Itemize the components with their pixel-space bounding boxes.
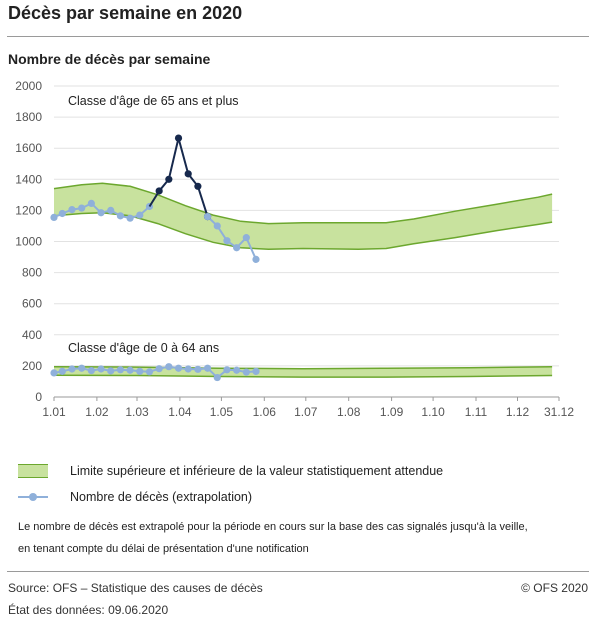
chart-title: Décès par semaine en 2020	[8, 3, 243, 23]
deaths-0-64-point	[107, 367, 115, 375]
deaths-65plus-excess-point	[165, 175, 173, 183]
deaths-65plus-post-point	[252, 255, 260, 263]
deaths-65plus-boundary-point	[203, 213, 212, 221]
y-tick-label: 1800	[15, 110, 42, 124]
y-tick-label: 1200	[15, 203, 42, 217]
x-tick-label: 1.05	[210, 405, 234, 419]
panel-label-65plus: Classe d'âge de 65 ans et plus	[68, 94, 239, 108]
copyright-text: © OFS 2020	[521, 581, 588, 595]
title-divider	[7, 36, 589, 37]
x-tick-label: 1.11	[465, 405, 488, 419]
deaths-0-64-point	[68, 365, 76, 373]
y-axis: 0 200 400 600 800 1000 1200 1400 1600 1800 2000	[15, 79, 42, 404]
deaths-0-64-point	[242, 368, 250, 376]
band-65plus-upper	[53, 182, 553, 225]
deaths-0-64-point	[87, 366, 95, 375]
deaths-65plus-pre-point	[87, 199, 95, 208]
deaths-65plus-pre-point	[97, 209, 105, 217]
y-tick-label: 600	[22, 297, 42, 311]
deaths-0-64-point	[116, 366, 125, 374]
deaths-65plus-post-point	[223, 237, 231, 245]
deaths-65plus-post-point	[213, 222, 221, 230]
x-tick-label: 1.03	[125, 405, 149, 419]
death-series	[50, 134, 260, 382]
deaths-65plus-pre-point	[126, 214, 134, 222]
y-tick-label: 1000	[15, 235, 42, 249]
deaths-0-64-point	[126, 366, 134, 374]
deaths-65plus-pre-point	[136, 211, 144, 219]
deaths-0-64-point	[233, 366, 241, 374]
deaths-0-64-point	[78, 364, 86, 372]
note-line-2: en tenant compte du délai de présentatio…	[18, 543, 309, 555]
x-tick-label: 1.02	[85, 405, 109, 419]
deaths-65plus-excess-point	[174, 134, 183, 142]
data-date-text: État des données: 09.06.2020	[8, 603, 169, 617]
deaths-65plus-excess-point	[194, 182, 202, 190]
band-0-64-lower	[53, 374, 553, 378]
y-tick-label: 1600	[15, 141, 42, 155]
band-swatch-icon	[18, 464, 48, 478]
deaths-65plus-post-point	[242, 234, 250, 242]
deaths-0-64-point	[223, 366, 231, 374]
source-text: Source: OFS – Statistique des causes de …	[8, 581, 263, 595]
y-tick-label: 800	[22, 266, 42, 280]
deaths-65plus-excess-point	[184, 170, 192, 178]
deaths-0-64-point	[203, 364, 212, 372]
deaths-0-64-point	[184, 365, 192, 373]
weekly-deaths-chart: 0 200 400 600 800 1000 1200 1400 1600 1800 2000 1.…	[15, 79, 574, 419]
x-tick-label: 1.01	[42, 405, 66, 419]
deaths-0-64-point	[155, 365, 163, 373]
y-tick-label: 200	[22, 359, 42, 373]
deaths-65plus-pre-point	[78, 204, 86, 212]
y-tick-label: 1400	[15, 172, 42, 186]
x-tick-label: 31.12	[544, 405, 574, 419]
y-tick-label: 400	[22, 328, 42, 342]
deaths-0-64-point	[252, 367, 260, 375]
deaths-0-64-point	[165, 363, 173, 371]
x-tick-label: 1.04	[168, 405, 192, 419]
deaths-0-64-point	[97, 365, 105, 373]
y-tick-label: 0	[35, 390, 42, 404]
footer-divider	[7, 571, 589, 572]
x-tick-label: 1.07	[294, 405, 318, 419]
deaths-0-64-point	[213, 373, 221, 382]
deaths-0-64-point	[58, 367, 66, 375]
x-tick-label: 1.10	[421, 405, 445, 419]
y-tick-label: 2000	[15, 79, 42, 93]
x-tick-label: 1.08	[337, 405, 361, 419]
deaths-65plus-pre-point	[50, 213, 58, 221]
deaths-65plus-pre-point	[58, 209, 66, 218]
x-tick-label: 1.06	[253, 405, 277, 419]
y-axis-title: Nombre de décès par semaine	[8, 51, 211, 67]
gridlines	[54, 85, 559, 398]
deaths-65plus-pre-point	[116, 212, 125, 220]
legend-item-line: Nombre de décès (extrapolation)	[18, 490, 252, 504]
deaths-65plus-excess-point	[155, 187, 163, 195]
deaths-0-64-point	[194, 365, 202, 373]
x-tick-label: 1.09	[380, 405, 404, 419]
deaths-65plus-post-point	[233, 244, 241, 252]
deaths-0-64-point	[50, 369, 58, 377]
deaths-65plus-pre-point	[68, 206, 76, 214]
deaths-0-64-point	[174, 364, 183, 372]
band-0-64-upper	[53, 365, 553, 370]
deaths-0-64-line	[53, 365, 257, 379]
legend-line-label: Nombre de décès (extrapolation)	[70, 490, 253, 504]
panel-label-0-64: Classe d'âge de 0 à 64 ans	[68, 341, 219, 355]
deaths-65plus-pre-point	[107, 206, 115, 214]
band-65plus-fill	[54, 183, 553, 250]
deaths-0-64-point	[145, 368, 154, 376]
x-axis: 1.01 1.02 1.03 1.04 1.05 1.06 1.07 1.08 1.09 1.10…	[42, 397, 574, 419]
note-line-1: Le nombre de décès est extrapolé pour la…	[18, 521, 528, 533]
legend-band-label: Limite supérieure et inférieure de la va…	[70, 464, 444, 478]
legend-item-band: Limite supérieure et inférieure de la va…	[18, 464, 443, 478]
line-marker-icon	[18, 490, 48, 504]
deaths-0-64-point	[136, 367, 144, 375]
x-tick-label: 1.12	[506, 405, 530, 419]
